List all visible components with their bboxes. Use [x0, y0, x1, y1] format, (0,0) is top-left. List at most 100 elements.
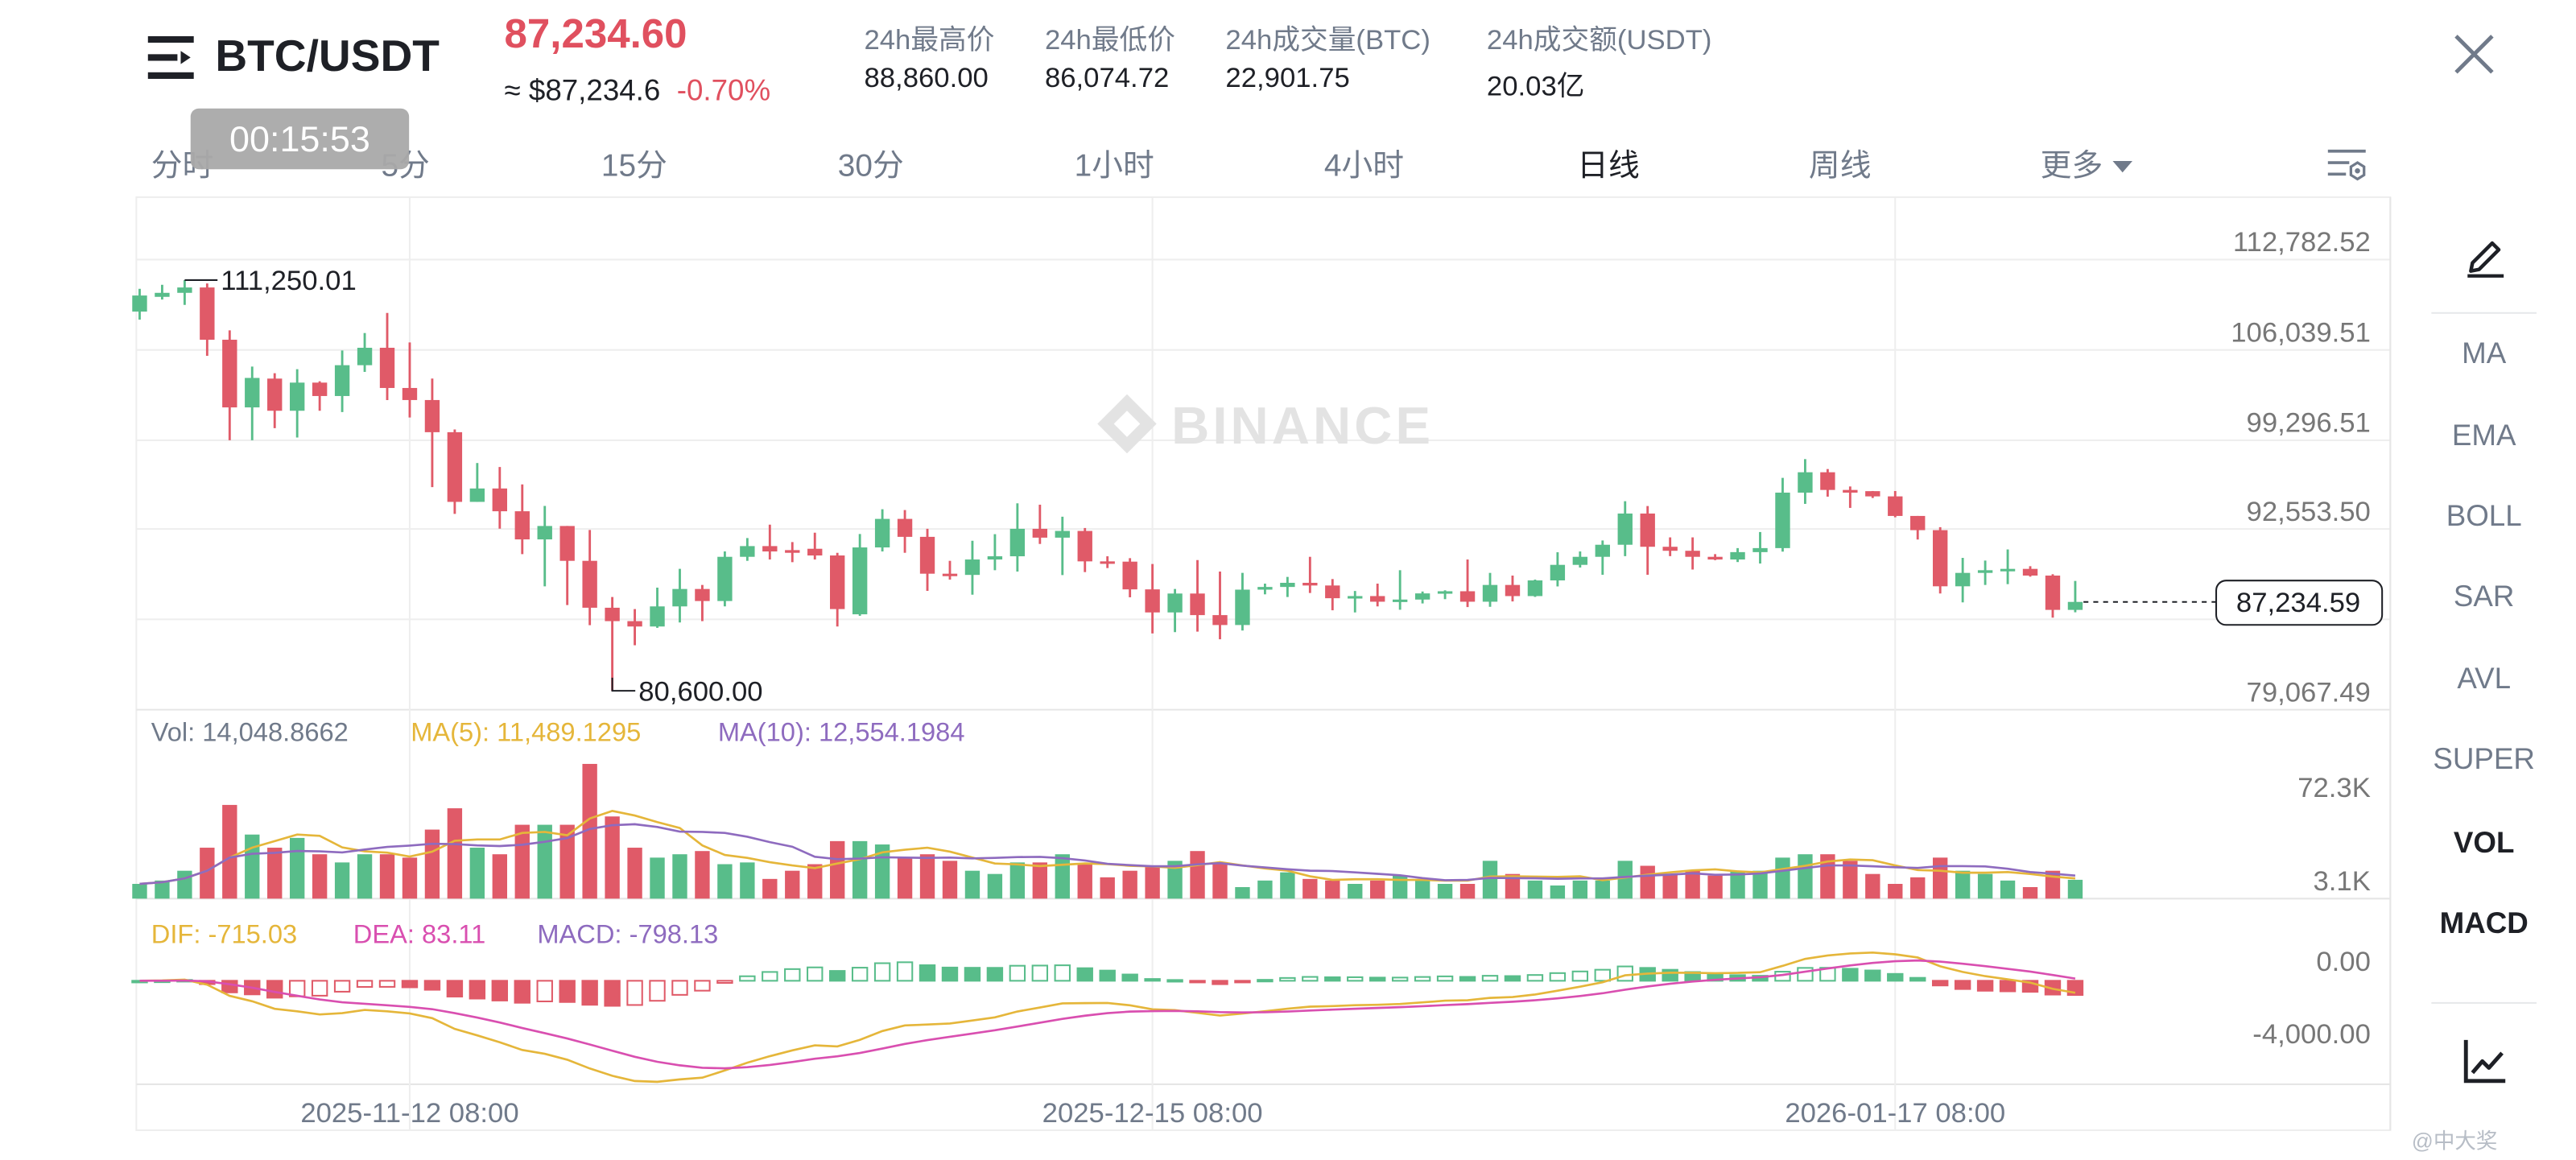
drawing-pencil-icon[interactable]	[2462, 232, 2508, 278]
candle-up	[1977, 570, 1993, 573]
volume-bar	[1640, 865, 1655, 899]
volume-bar	[942, 861, 958, 899]
candle-up	[650, 606, 665, 627]
tab-4h[interactable]: 4小时	[1323, 149, 1405, 184]
macd-histogram-bar	[378, 980, 396, 988]
price-approx-row: ≈ $87,234.6 -0.70%	[505, 74, 771, 109]
date-axis-label: 2025-12-15 08:00	[1042, 1098, 1263, 1129]
volume-bar	[357, 854, 373, 899]
volume-bar	[1888, 883, 1903, 899]
tab-30m[interactable]: 30分	[837, 149, 904, 184]
candle-down	[785, 550, 800, 553]
candle-up	[1752, 547, 1768, 552]
indicator-vol[interactable]: VOL	[2453, 826, 2515, 860]
candle-up	[987, 556, 1003, 560]
tab-15m[interactable]: 15分	[601, 149, 667, 184]
vol-ma5-legend: MA(5): 11,489.1295	[411, 716, 641, 746]
stat-low-label: 24h最低价	[1044, 24, 1175, 56]
volume-bar	[1843, 861, 1858, 899]
indicator-super[interactable]: SUPER	[2433, 742, 2535, 776]
macd-histogram-bar	[1414, 976, 1431, 982]
volume-bar	[919, 854, 935, 899]
vol-legend: Vol: 14,048.8662	[151, 716, 349, 746]
vol-ma10-legend: MA(10): 12,554.1984	[718, 716, 965, 746]
macd-histogram-bar	[1302, 976, 1319, 982]
volume-bar	[312, 854, 328, 899]
volume-bar	[1055, 854, 1070, 899]
candle-up	[1009, 528, 1026, 557]
candle-up	[2000, 568, 2016, 572]
close-icon[interactable]	[2453, 33, 2496, 76]
indicator-boll[interactable]: BOLL	[2446, 499, 2522, 533]
volume-bar	[559, 824, 575, 899]
candle-down	[1032, 528, 1048, 538]
candle-up	[1527, 580, 1543, 597]
indicator-avl[interactable]: AVL	[2457, 662, 2512, 696]
macd-histogram-bar	[356, 980, 374, 989]
volume-bar	[1595, 880, 1610, 899]
volume-bar	[1348, 883, 1363, 899]
macd-histogram-bar	[694, 980, 711, 992]
volume-bar	[245, 834, 260, 899]
macd-histogram-bar	[559, 980, 576, 1003]
macd-histogram-bar	[1234, 980, 1251, 984]
volume-bar	[1527, 880, 1543, 899]
volume-bar	[695, 851, 710, 899]
stat-high-value: 88,860.00	[864, 62, 989, 94]
chart-settings-icon[interactable]	[2326, 145, 2369, 184]
candle-up	[2067, 601, 2083, 610]
candle-down	[1077, 530, 1092, 562]
macd-histogram-bar	[1279, 976, 1296, 982]
trading-pair[interactable]: BTC/USDT	[215, 31, 440, 80]
indicator-ma[interactable]: MA	[2462, 336, 2507, 370]
candle-down	[897, 518, 913, 537]
macd-histogram-bar	[964, 967, 981, 982]
macd-histogram-bar	[626, 980, 643, 1006]
candle-up	[874, 518, 890, 548]
volume-bar	[334, 862, 350, 899]
menu-icon[interactable]	[147, 35, 194, 79]
candle-up	[672, 588, 687, 607]
price-axis-label: 79,067.49	[2247, 677, 2371, 708]
indicator-macd[interactable]: MACD	[2439, 906, 2529, 940]
candle-up	[1257, 587, 1273, 590]
macd-histogram-bar	[1121, 973, 1138, 982]
volume-bar	[1100, 877, 1115, 899]
candle-up	[357, 348, 373, 365]
candle-up	[1955, 572, 1971, 587]
macd-histogram-bar	[1369, 976, 1386, 982]
indicator-chart-icon[interactable]	[2462, 1038, 2508, 1084]
macd-histogram-bar	[1571, 970, 1589, 982]
macd-histogram-bar	[1909, 976, 1926, 982]
macd-histogram-bar	[1526, 974, 1544, 982]
macd-histogram-bar	[1662, 968, 1678, 982]
candle-up	[1392, 599, 1408, 602]
volume-bar	[1190, 851, 1205, 899]
volume-bar	[1865, 873, 1880, 899]
candle-down	[312, 382, 328, 396]
macd-histogram-bar	[1797, 967, 1814, 982]
macd-histogram-bar	[716, 980, 733, 985]
tab-1w[interactable]: 周线	[1808, 149, 1872, 184]
volume-bar	[1280, 872, 1295, 899]
indicator-ema[interactable]: EMA	[2451, 419, 2516, 452]
change-percent: -0.70%	[676, 73, 771, 107]
volume-bar	[537, 824, 552, 899]
tab-1h[interactable]: 1小时	[1074, 149, 1154, 184]
candle-down	[1370, 596, 1385, 602]
indicator-sar[interactable]: SAR	[2453, 580, 2515, 613]
candle-up	[852, 547, 868, 615]
macd-histogram-bar	[446, 980, 464, 998]
candle-down	[1302, 582, 1318, 586]
candle-up	[1617, 513, 1633, 545]
dif-line	[139, 952, 2076, 1084]
macd-histogram-bar	[941, 966, 959, 982]
stat-volume-label: 24h成交量(BTC)	[1225, 24, 1430, 56]
tab-1d[interactable]: 日线	[1577, 149, 1640, 184]
macd-histogram-bar	[873, 962, 891, 982]
tab-more[interactable]: 更多	[2041, 142, 2132, 186]
macd-histogram-bar	[1504, 975, 1521, 982]
macd-histogram-bar	[423, 980, 441, 991]
candle-down	[1505, 584, 1521, 597]
